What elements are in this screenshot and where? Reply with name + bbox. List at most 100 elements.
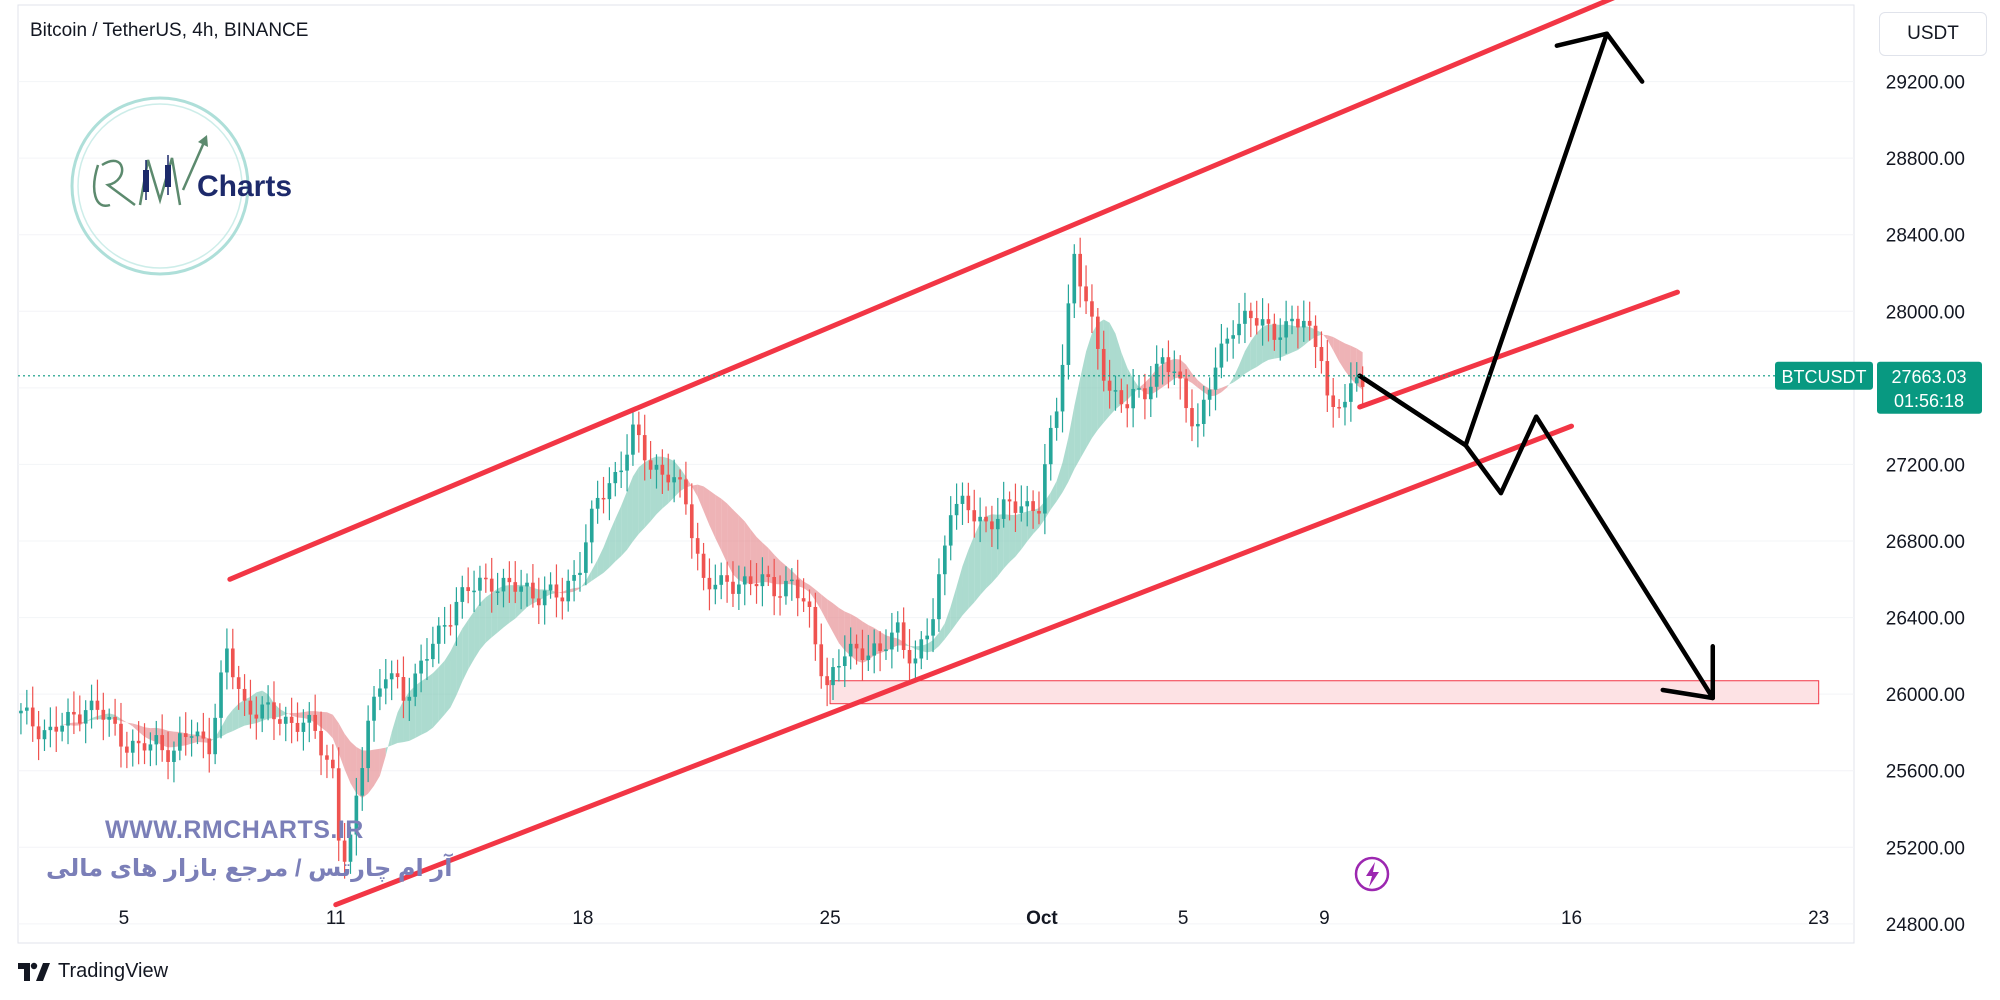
candle-body [931, 619, 935, 636]
candle-body [990, 521, 994, 530]
ribbon-segment [1009, 514, 1016, 563]
candle-body [407, 696, 412, 701]
candle-body [731, 581, 735, 594]
candle-body [1325, 361, 1330, 396]
candle-body [1072, 253, 1077, 304]
ribbon-segment [727, 503, 733, 575]
ribbon-segment [1050, 481, 1057, 510]
candle-body [542, 590, 547, 606]
candle-body [1125, 404, 1130, 409]
channel-lower-line [333, 423, 1575, 908]
ribbon-segment [986, 514, 992, 589]
candle-body [595, 497, 600, 509]
ribbon-segment [391, 712, 398, 746]
candle-body [1172, 371, 1177, 374]
candle-body [748, 576, 753, 585]
candle-body [642, 435, 647, 461]
ribbon-segment [485, 593, 492, 643]
candle-body [1001, 499, 1006, 519]
watermark-url: WWW.RMCHARTS.IR [105, 816, 364, 844]
ribbon-segment [933, 632, 939, 652]
candle-body [101, 709, 106, 720]
candle-body [890, 632, 894, 650]
ribbon-segment [285, 712, 292, 716]
ribbon-segment [585, 570, 592, 585]
ribbon-segment [509, 585, 516, 623]
candle-body [1019, 506, 1024, 513]
candle-body [1178, 371, 1183, 379]
lightning-icon[interactable] [1354, 856, 1390, 892]
candle-body [1301, 320, 1306, 328]
y-tick-label: 28400.00 [1886, 226, 1965, 247]
candle-body [895, 622, 900, 633]
candle-body [531, 582, 535, 599]
x-tick-label: Oct [1026, 908, 1058, 929]
candle-body [1043, 464, 1047, 514]
candle-body [954, 503, 959, 516]
support-zone [829, 680, 1820, 705]
y-tick-label: 29200.00 [1886, 73, 1965, 94]
candle-body [666, 474, 671, 483]
candle-body [872, 643, 877, 656]
candle-body [1054, 411, 1059, 428]
candle-body [536, 598, 541, 606]
last-price-label: 27663.03 [1891, 367, 1966, 387]
ribbon-segment [838, 607, 845, 651]
candle-body [678, 477, 682, 480]
ribbon-segment [279, 709, 286, 717]
ribbon-segment [644, 458, 651, 528]
ribbon-segment [374, 748, 380, 786]
candle-body [1319, 347, 1324, 362]
ribbon-segment [474, 603, 480, 660]
candle-body [466, 587, 470, 592]
ribbon-segment [1197, 380, 1204, 393]
candle-body [1190, 408, 1194, 427]
ribbon-segment [1021, 511, 1028, 550]
candle-body [1060, 364, 1065, 412]
candle-body [442, 625, 447, 627]
candle-body [136, 740, 141, 744]
candle-body [189, 736, 194, 738]
chart-frame [17, 4, 1855, 944]
candle-body [725, 575, 729, 582]
ribbon-segment [426, 673, 433, 733]
ribbon-segment [491, 588, 498, 638]
candle-body [1237, 323, 1241, 336]
currency-selector[interactable]: USDT [1879, 12, 1987, 56]
ribbon-segment [1033, 508, 1039, 534]
candle-body [460, 587, 465, 602]
candle-body [978, 516, 982, 522]
candle-body [837, 665, 841, 668]
ribbon-segment [774, 554, 781, 585]
candle-body [701, 553, 706, 578]
ribbon-segment [144, 727, 151, 740]
ribbon-segment [468, 611, 475, 670]
candle-body [325, 755, 329, 760]
x-tick-label: 23 [1808, 908, 1829, 929]
ribbon-segment [1321, 332, 1328, 340]
ribbon-segment [603, 532, 610, 573]
candle-body [484, 577, 488, 580]
channel-lines [227, 0, 1680, 908]
candle-body [1201, 399, 1206, 424]
candle-body [1184, 378, 1188, 409]
ribbon-segment [668, 458, 675, 504]
tradingview-brand[interactable]: TradingView [18, 960, 168, 983]
candle-body [1307, 320, 1312, 326]
ribbon-segment [1239, 351, 1245, 379]
candle-body [572, 574, 576, 581]
candle-body [1360, 377, 1365, 387]
ribbon-segment [338, 723, 345, 770]
price-label: BTCUSDT 27663.03 01:56:18 [1775, 361, 1982, 414]
ribbon-segment [1262, 324, 1269, 364]
gridlines [18, 81, 1854, 925]
ribbon-segment [521, 584, 528, 613]
candle-body [631, 424, 635, 455]
candle-body [972, 510, 977, 522]
candle-body [342, 840, 347, 862]
ribbon-segment [732, 509, 739, 581]
ribbon-segment [1227, 378, 1234, 388]
watermark-persian: آر ام چارتس / مرجع بازار های مالی [46, 855, 453, 882]
ribbon-segment [650, 456, 657, 522]
